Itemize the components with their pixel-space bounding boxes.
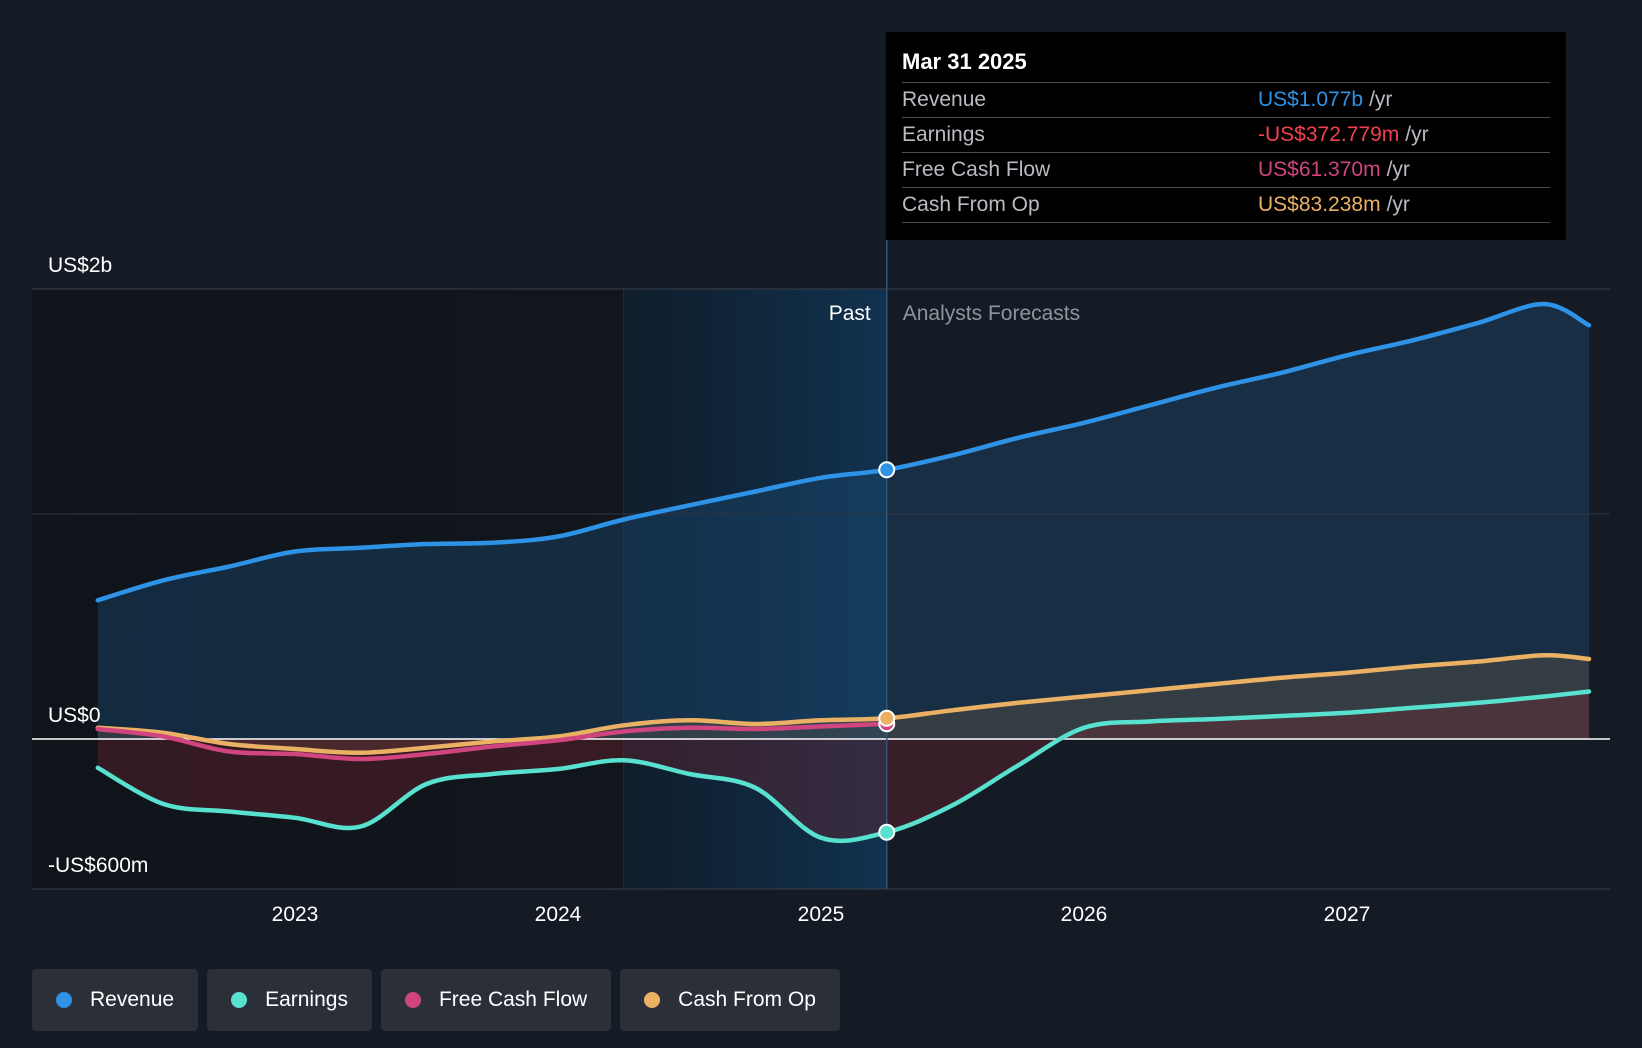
legend-dot-icon	[404, 992, 421, 1008]
legend-label: Revenue	[90, 988, 175, 1011]
past-label: Past	[829, 302, 871, 325]
marker-layer	[878, 461, 896, 841]
cash-from-op-area	[97, 655, 1589, 753]
tooltip-row-name: Earnings	[902, 123, 985, 146]
tooltip-row: Free Cash Flow US$61.370m/yr	[902, 152, 1550, 187]
legend-item-free-cash-flow[interactable]: Free Cash Flow	[380, 969, 612, 1031]
tooltip-row-value: US$1.077b	[1258, 88, 1364, 111]
tooltip-row: Revenue US$1.077b/yr	[902, 82, 1550, 117]
x-tick-label: 2024	[535, 903, 582, 926]
tooltip-row: Earnings -US$372.779m/yr	[902, 117, 1550, 152]
tooltip-rows: Revenue US$1.077b/yr Earnings -US$372.779m /…	[902, 82, 1550, 223]
revenue-marker	[878, 461, 896, 479]
tooltip-row-value: US$83.238m	[1258, 193, 1381, 216]
tooltip-row-unit: /yr	[1386, 193, 1410, 216]
financial-chart: US$2b US$0 -US$600m 2023 2024 2025 2026 2027 Pas…	[32, 240, 1610, 926]
tooltip-row-name: Revenue	[902, 88, 987, 111]
tooltip-row-value-group: -US$372.779m/yr	[1258, 118, 1429, 152]
revenue-area	[97, 303, 1589, 739]
legend-dot-icon	[231, 992, 248, 1008]
tooltip-row-value-group: US$83.238m/yr	[1258, 188, 1410, 222]
y-label-zero: US$0	[48, 704, 101, 727]
x-tick-label: 2023	[272, 903, 319, 926]
x-tick-label: 2027	[1324, 903, 1371, 926]
earnings-line	[95, 689, 1592, 844]
label-layer: US$2b US$0 -US$600m 2023 2024 2025 2026 2027 Pas…	[48, 254, 1370, 926]
tooltip-panel: Mar 31 2025 Revenue US$1.077b/yr Earnings -…	[886, 32, 1566, 240]
legend-label: Cash From Op	[678, 988, 816, 1011]
legend-item-cash-from-op[interactable]: Cash From Op	[620, 969, 840, 1031]
tooltip-row-value-group: US$1.077b/yr	[1258, 83, 1392, 117]
tooltip-row-unit: /yr	[1369, 88, 1393, 111]
legend-dot-icon	[56, 992, 72, 1008]
legend-dot-icon	[644, 992, 661, 1008]
tooltip-row: Cash From Op US$83.238m/yr	[902, 187, 1550, 223]
free-cash-flow-line	[95, 721, 889, 762]
tooltip-row-name: Free Cash Flow	[902, 158, 1051, 181]
tooltip-date: Mar 31 2025	[902, 49, 1027, 74]
forecast-label: Analysts Forecasts	[903, 302, 1080, 325]
cash-from-op-line	[95, 653, 1592, 756]
legend-label: Free Cash Flow	[438, 988, 588, 1011]
line-layer	[95, 301, 1592, 844]
tooltip-row-unit: /yr	[1386, 158, 1410, 181]
area-layer	[97, 303, 1589, 841]
tooltip-row-value-group: US$61.370m/yr	[1258, 153, 1410, 187]
y-label-top: US$2b	[48, 254, 112, 277]
tooltip-row-value: US$61.370m	[1258, 158, 1381, 181]
legend: Revenue Earnings Free Cash Flow Cash From O…	[32, 969, 840, 1031]
grid-layer	[32, 240, 1610, 890]
earnings-area	[97, 691, 1589, 841]
legend-label: Earnings	[265, 988, 348, 1011]
tooltip-row-value: -US$372.779m	[1258, 123, 1400, 146]
x-tick-label: 2026	[1061, 903, 1108, 926]
tooltip-row-unit: /yr	[1405, 123, 1429, 146]
tooltip-row-name: Cash From Op	[902, 193, 1040, 216]
cash-from-op-marker	[878, 709, 896, 727]
x-tick-label: 2025	[798, 903, 845, 926]
legend-item-revenue[interactable]: Revenue	[32, 969, 199, 1031]
revenue-line	[95, 301, 1592, 603]
legend-item-earnings[interactable]: Earnings	[207, 969, 372, 1031]
y-label-bottom: -US$600m	[48, 854, 148, 877]
earnings-marker	[878, 823, 896, 841]
